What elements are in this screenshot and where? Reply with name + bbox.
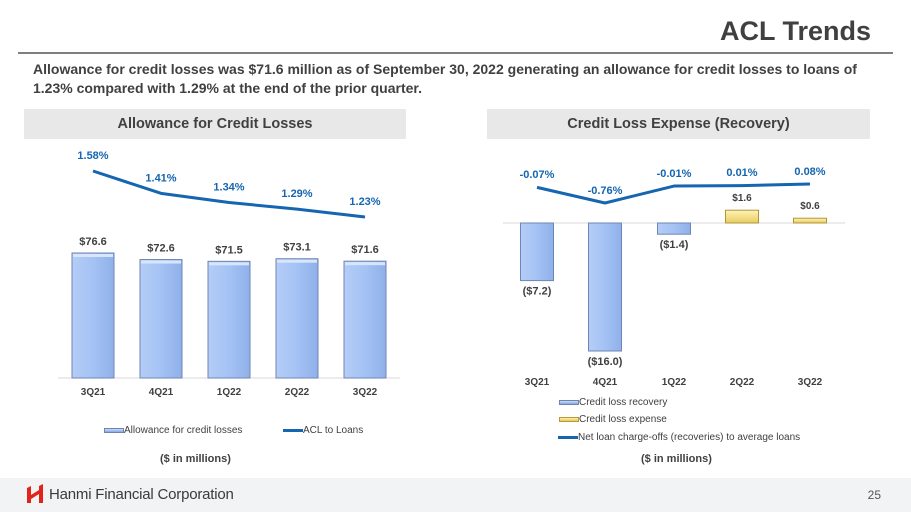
bar-allowance [139, 259, 183, 379]
legend-swatch-bar [104, 428, 124, 433]
line-net-chargeoffs [536, 182, 811, 205]
line-data-label: -0.01% [657, 168, 692, 180]
line-data-label: -0.76% [588, 185, 623, 197]
page-number: 25 [867, 488, 881, 502]
line-data-label: 1.29% [281, 188, 312, 200]
bar-credit-loss-recovery [588, 222, 622, 352]
line-data-label: 1.23% [349, 196, 380, 208]
x-tick-label: 3Q22 [798, 377, 823, 388]
x-tick-label: 3Q22 [353, 387, 378, 398]
bar-credit-loss-expense [793, 217, 827, 224]
expense-chart-title: Credit Loss Expense (Recovery) [487, 109, 870, 139]
x-tick-label: 1Q22 [217, 387, 242, 398]
legend-swatch-bar [559, 417, 579, 422]
hanmi-logo-icon [27, 484, 43, 503]
legend-swatch-bar [559, 400, 579, 405]
x-tick-label: 3Q21 [525, 377, 550, 388]
footer-bar [0, 478, 911, 512]
units-note-left: ($ in millions) [160, 453, 231, 465]
legend-acl-to-loans: ACL to Loans [283, 425, 363, 436]
bar-highlight [345, 262, 385, 266]
legend-expense: Credit loss expense [559, 414, 667, 425]
bar-data-label: $72.6 [147, 243, 175, 255]
bar-allowance [343, 260, 387, 379]
bar-credit-loss-recovery [657, 222, 691, 235]
bar-data-label: $76.6 [79, 236, 107, 248]
legend-label: Credit loss expense [579, 414, 667, 425]
x-tick-label: 3Q21 [81, 387, 106, 398]
bar-highlight [277, 259, 317, 263]
bar-allowance [207, 260, 251, 379]
x-tick-label: 2Q22 [285, 387, 310, 398]
bar-credit-loss-recovery [520, 222, 554, 282]
x-tick-label: 4Q21 [149, 387, 174, 398]
bar-data-label: ($16.0) [588, 356, 623, 368]
legend-swatch-line [558, 436, 578, 439]
bar-data-label: $0.6 [800, 201, 820, 212]
company-name: Hanmi Financial Corporation [49, 485, 234, 503]
bar-highlight [141, 260, 181, 264]
line-data-label: 1.34% [213, 182, 244, 194]
legend-allowance: Allowance for credit losses [104, 425, 242, 436]
bar-allowance [71, 252, 115, 379]
bar-data-label: $1.6 [732, 193, 752, 204]
legend-label: Credit loss recovery [579, 397, 668, 408]
line-data-label: 0.01% [726, 167, 757, 179]
x-tick-label: 4Q21 [593, 377, 618, 388]
bar-credit-loss-expense [725, 209, 759, 224]
legend-label: ACL to Loans [303, 425, 364, 436]
legend-net-chargeoffs: Net loan charge-offs (recoveries) to ave… [558, 432, 800, 443]
legend-label: Net loan charge-offs (recoveries) to ave… [578, 432, 801, 443]
bar-data-label: $73.1 [283, 242, 311, 254]
line-data-label: 0.08% [794, 166, 825, 178]
x-tick-label: 2Q22 [730, 377, 755, 388]
bar-data-label: $71.6 [351, 244, 379, 256]
bar-allowance [275, 258, 319, 379]
bar-highlight [73, 254, 113, 257]
page-title: ACL Trends [719, 16, 871, 46]
summary-text: Allowance for credit losses was $71.6 mi… [33, 61, 857, 96]
bar-data-label: $71.5 [215, 244, 243, 256]
line-data-label: 1.41% [145, 172, 176, 184]
bar-highlight [209, 262, 249, 266]
legend-recovery: Credit loss recovery [559, 397, 667, 408]
title-divider [18, 52, 893, 54]
line-data-label: -0.07% [520, 169, 555, 181]
company-logo: Hanmi Financial Corporation [25, 484, 234, 504]
bar-data-label: ($7.2) [523, 286, 552, 298]
line-acl-to-loans [92, 169, 366, 219]
bar-data-label: ($1.4) [660, 239, 689, 251]
acl-chart-title: Allowance for Credit Losses [24, 109, 406, 139]
units-note-right: ($ in millions) [641, 453, 712, 465]
legend-label: Allowance for credit losses [124, 425, 243, 436]
legend-swatch-line [283, 429, 303, 432]
x-tick-label: 1Q22 [662, 377, 687, 388]
line-data-label: 1.58% [77, 150, 108, 162]
